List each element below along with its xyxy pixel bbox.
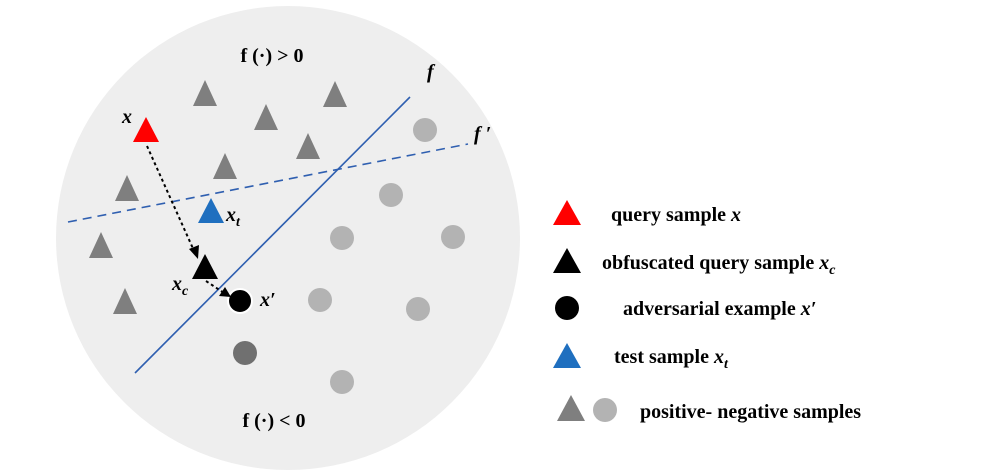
negative-sample [406, 297, 430, 321]
legend-query-icon [553, 200, 581, 225]
negative-samples [308, 118, 465, 394]
legend-adversarial-icon [555, 296, 579, 320]
negative-sample [441, 225, 465, 249]
obfuscated-point-label: xc [171, 273, 189, 299]
positive-sample [113, 288, 137, 314]
legend-var: x [818, 252, 829, 274]
boundary-label-f-prime: f ′ [474, 123, 491, 145]
legend-text: test sample [614, 346, 714, 368]
negative-sample [308, 288, 332, 312]
negative-sample [330, 370, 354, 394]
legend-item-obfuscated: obfuscated query sample xc [602, 252, 836, 278]
positive-samples [89, 80, 347, 314]
test-label-main: x [225, 204, 236, 226]
query-sample-marker [133, 117, 159, 142]
positive-sample [193, 80, 217, 106]
legend-text: obfuscated query sample [602, 252, 819, 274]
legend-item-query: query sample x [611, 204, 741, 226]
region-label-positive: f (·) > 0 [240, 45, 303, 67]
obfuscated-sample-marker [192, 254, 218, 279]
legend-var: x′ [800, 298, 817, 320]
query-point-label: x [121, 106, 132, 128]
adversarial-point-label: x′ [259, 289, 276, 311]
positive-sample [296, 133, 320, 159]
legend-obfuscated-icon [553, 248, 581, 273]
arrowhead-adversarial [219, 287, 231, 297]
decision-boundary-f-prime [67, 143, 469, 223]
region-label-negative: f (·) < 0 [242, 410, 305, 432]
legend: query sample x obfuscated query sample x… [553, 200, 861, 423]
legend-item-test: test sample xt [614, 346, 729, 372]
negative-sample [330, 226, 354, 250]
test-point-label: xt [225, 204, 241, 230]
feature-space-disc [56, 6, 520, 470]
legend-text: positive- negative samples [640, 401, 861, 423]
positive-sample [89, 232, 113, 258]
legend-test-icon [553, 343, 581, 368]
decision-boundary-f [134, 96, 411, 374]
legend-item-adversarial: adversarial example x′ [623, 298, 816, 320]
legend-var: x [730, 204, 741, 226]
positive-sample [213, 153, 237, 179]
boundary-label-f: f [427, 61, 436, 83]
negative-sample [379, 183, 403, 207]
trajectory-arrows [146, 145, 231, 297]
positive-sample [323, 81, 347, 107]
obfuscated-label-sub: c [182, 284, 189, 299]
test-sample-marker [198, 198, 224, 223]
obfuscated-label-main: x [171, 273, 182, 295]
legend-positive-icon [557, 395, 585, 421]
test-label-sub: t [236, 215, 241, 230]
legend-item-samples: positive- negative samples [640, 401, 861, 423]
negative-sample-dark [233, 341, 257, 365]
arrow-obfuscated-to-adversarial [205, 280, 225, 294]
arrow-query-to-obfuscated [146, 145, 196, 254]
legend-sub: c [829, 263, 836, 278]
positive-sample [115, 175, 139, 201]
positive-sample [254, 104, 278, 130]
legend-text: query sample [611, 204, 731, 226]
legend-text: adversarial example [623, 298, 801, 320]
arrowhead-obfuscated [189, 245, 199, 259]
legend-negative-icon [593, 398, 617, 422]
negative-sample [413, 118, 437, 142]
legend-sub: t [724, 357, 729, 372]
legend-var: x [713, 346, 724, 368]
adversarial-example-marker [227, 288, 253, 314]
